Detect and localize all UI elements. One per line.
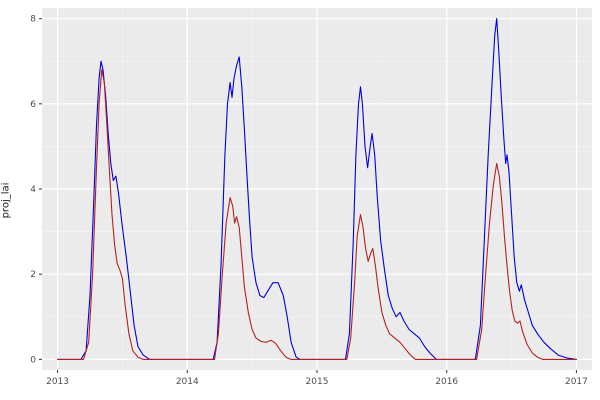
y-tick-label: 6 xyxy=(30,100,36,110)
x-tick-label: 2015 xyxy=(306,377,329,387)
x-tick-label: 2014 xyxy=(176,377,199,387)
y-tick-label: 4 xyxy=(30,185,36,195)
x-tick-label: 2016 xyxy=(435,377,458,387)
x-tick-label: 2017 xyxy=(565,377,588,387)
series-blue-line xyxy=(57,18,577,360)
y-tick-label: 0 xyxy=(30,355,36,365)
y-tick-label: 8 xyxy=(30,15,36,25)
y-tick-label: 2 xyxy=(30,270,36,280)
x-tick-label: 2013 xyxy=(46,377,69,387)
series-red-line xyxy=(57,69,577,360)
